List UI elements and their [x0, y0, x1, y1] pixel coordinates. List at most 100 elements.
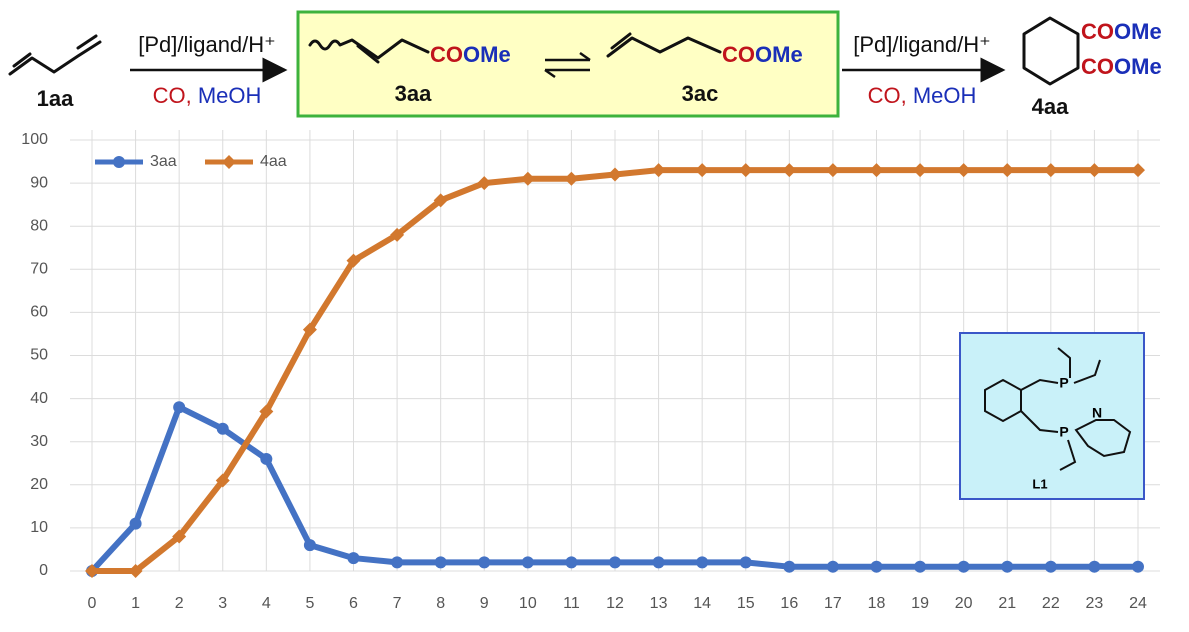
- point: [85, 564, 99, 578]
- point: [957, 560, 970, 573]
- y-tick-label: 70: [30, 261, 48, 278]
- point: [870, 560, 883, 573]
- point: [609, 556, 621, 569]
- point: [825, 163, 840, 178]
- point: [738, 163, 753, 178]
- point: [520, 171, 535, 186]
- butadiene: [8, 40, 102, 76]
- y-tick-label: 20: [30, 476, 48, 493]
- point: [521, 556, 534, 569]
- x-tick-label: 2: [175, 595, 184, 612]
- ester-ome: OMe: [463, 42, 511, 67]
- 3aa-chain: [308, 38, 430, 60]
- eq-arrow: [579, 51, 591, 62]
- bond: [1020, 410, 1059, 433]
- x-tick-label: 18: [868, 595, 886, 612]
- point: [1088, 560, 1101, 573]
- point: [696, 556, 709, 569]
- point: [477, 176, 492, 191]
- x-tick-label: 4: [262, 595, 271, 612]
- x-tick-label: 11: [563, 595, 580, 612]
- x-tick-label: 0: [88, 595, 97, 612]
- meoh: MeOH: [198, 83, 262, 108]
- tbu: [1073, 359, 1101, 384]
- atom: P: [1059, 375, 1068, 391]
- point: [173, 401, 186, 414]
- eq-arrow: [544, 68, 556, 79]
- ester: COOMe: [722, 42, 803, 67]
- co: CO,: [153, 83, 192, 108]
- y-tick-label: 60: [30, 304, 48, 321]
- point: [1001, 560, 1014, 573]
- ring: [1022, 16, 1080, 86]
- y-tick-label: 40: [30, 390, 48, 407]
- point: [782, 163, 797, 178]
- ester-co: CO: [1081, 19, 1114, 44]
- atom: N: [1092, 405, 1102, 421]
- y-tick-label: 30: [30, 433, 48, 450]
- point: [914, 560, 927, 573]
- compound-label: 1aa: [37, 86, 74, 111]
- compound-label: 3ac: [682, 81, 719, 106]
- point: [390, 227, 405, 242]
- compound-label: 3aa: [395, 81, 432, 106]
- y-tick-label: 10: [30, 519, 48, 536]
- atom: P: [1059, 424, 1068, 440]
- x-tick-label: 6: [349, 595, 358, 612]
- meoh: MeOH: [913, 83, 977, 108]
- x-tick-label: 22: [1042, 595, 1060, 612]
- point: [347, 552, 360, 565]
- x-tick-label: 13: [650, 595, 668, 612]
- x-tick-label: 19: [911, 595, 929, 612]
- bond: [356, 44, 380, 64]
- point: [1132, 560, 1144, 573]
- y-tick-label: 0: [39, 562, 48, 579]
- point: [346, 253, 361, 268]
- ester: COOMe: [1081, 54, 1162, 79]
- point: [303, 539, 316, 552]
- ester-co: CO: [722, 42, 755, 67]
- point: [128, 564, 143, 578]
- point: [652, 556, 665, 569]
- y-tick-label: 100: [21, 131, 48, 148]
- ester-co: CO: [430, 42, 463, 67]
- x-tick-label: 20: [955, 595, 973, 612]
- point: [1087, 163, 1102, 178]
- point: [1043, 163, 1058, 178]
- legend-label: 3aa: [150, 153, 177, 170]
- x-tick-label: 5: [305, 595, 314, 612]
- point: [1131, 163, 1145, 178]
- conditions: CO, MeOH: [153, 83, 262, 108]
- catalyst: [Pd]/ligand/H⁺: [138, 32, 276, 57]
- x-tick-label: 9: [480, 595, 489, 612]
- legend-marker: [113, 156, 125, 168]
- point: [434, 556, 447, 569]
- x-tick-label: 8: [436, 595, 445, 612]
- point: [783, 560, 796, 573]
- point: [259, 404, 274, 419]
- point: [216, 422, 229, 435]
- x-tick-label: 3: [218, 595, 227, 612]
- legend-marker: [222, 155, 236, 169]
- y-tick-label: 50: [30, 347, 48, 364]
- point: [608, 167, 622, 182]
- bond: [1020, 378, 1059, 391]
- y-tick-label: 90: [30, 174, 48, 191]
- x-tick-label: 14: [693, 595, 711, 612]
- tbu: [1057, 347, 1071, 378]
- point: [302, 322, 317, 337]
- point: [260, 452, 273, 465]
- ester-ome: OMe: [1114, 19, 1162, 44]
- point: [695, 163, 710, 178]
- catalyst: [Pd]/ligand/H⁺: [853, 32, 991, 57]
- point: [478, 556, 491, 569]
- 3ac-chain: [606, 36, 722, 58]
- ligand-label: L1: [1032, 476, 1047, 491]
- bond: [76, 34, 98, 50]
- point: [172, 529, 187, 544]
- reaction-scheme: 1aa [Pd]/ligand/H⁺ CO, MeOH COOMe 3aa CO…: [8, 10, 1162, 119]
- point: [956, 163, 971, 178]
- pyridine: [1074, 419, 1132, 458]
